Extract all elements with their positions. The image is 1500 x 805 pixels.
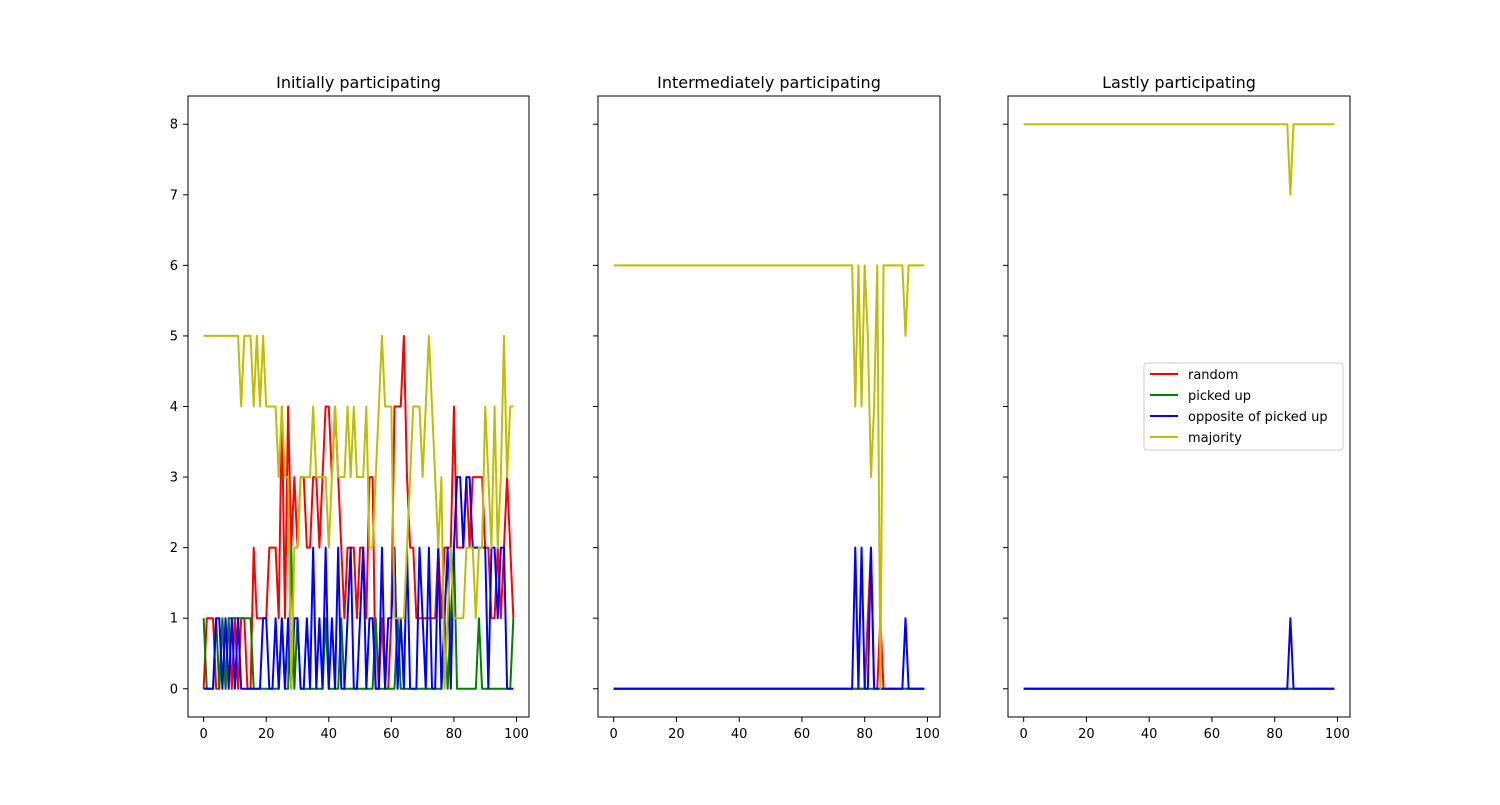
chart-title: Initially participating: [276, 73, 441, 92]
series-line-majority: [1023, 123, 1335, 196]
x-tick-label: 40: [731, 727, 748, 742]
chart-panel-2: Lastly participating 0 20 40 60 80 100 random pi…: [1003, 73, 1351, 742]
series-line-opposite-of-picked-up: [613, 546, 925, 690]
legend-box: [1143, 362, 1344, 451]
x-tick-label: 60: [1204, 727, 1221, 742]
legend: random picked up opposite of picked up majo…: [1143, 362, 1344, 451]
x-tick-label: 80: [446, 727, 463, 742]
legend-label: random: [1188, 368, 1238, 383]
x-tick-label: 100: [504, 727, 529, 742]
y-tick-label: 1: [170, 612, 178, 627]
x-tick-label: 0: [1020, 727, 1028, 742]
legend-label: majority: [1188, 431, 1242, 446]
y-tick-label: 6: [170, 259, 178, 274]
chart-title: Intermediately participating: [657, 73, 881, 92]
series-line-opposite-of-picked-up: [203, 476, 514, 690]
x-tick-label: 20: [1078, 727, 1095, 742]
x-tick-label: 100: [915, 727, 940, 742]
x-tick-label: 100: [1325, 727, 1350, 742]
x-tick-label: 0: [610, 727, 618, 742]
x-tick-label: 80: [856, 727, 873, 742]
x-tick-label: 40: [321, 727, 338, 742]
x-tick-label: 60: [794, 727, 811, 742]
chart-title: Lastly participating: [1102, 73, 1256, 92]
series-line-random: [613, 546, 925, 690]
legend-label: opposite of picked up: [1188, 410, 1328, 425]
x-tick-label: 0: [200, 727, 208, 742]
y-tick-label: 0: [170, 682, 178, 697]
x-tick-label: 40: [1141, 727, 1158, 742]
y-tick-label: 4: [170, 400, 178, 415]
series-line-opposite-of-picked-up: [1023, 617, 1335, 690]
x-tick-label: 20: [668, 727, 685, 742]
y-tick-label: 3: [170, 471, 178, 486]
series-line-majority: [203, 334, 514, 690]
x-tick-label: 20: [258, 727, 275, 742]
y-tick-label: 8: [170, 118, 178, 133]
series-line-random: [202, 334, 515, 690]
y-tick-label: 2: [170, 541, 178, 556]
legend-label: picked up: [1188, 389, 1251, 404]
series-line-majority: [613, 264, 925, 690]
x-tick-label: 80: [1266, 727, 1283, 742]
chart-panel-1: Intermediately participating 0 20 40 60 80 100: [593, 73, 941, 742]
axes-frame: [597, 95, 941, 718]
y-tick-label: 5: [170, 329, 178, 344]
chart-panel-0: Initially participating 0 20 40 60 80 100 0 1 2 3 4…: [170, 73, 530, 742]
y-tick-label: 7: [170, 188, 178, 203]
x-tick-label: 60: [383, 727, 400, 742]
